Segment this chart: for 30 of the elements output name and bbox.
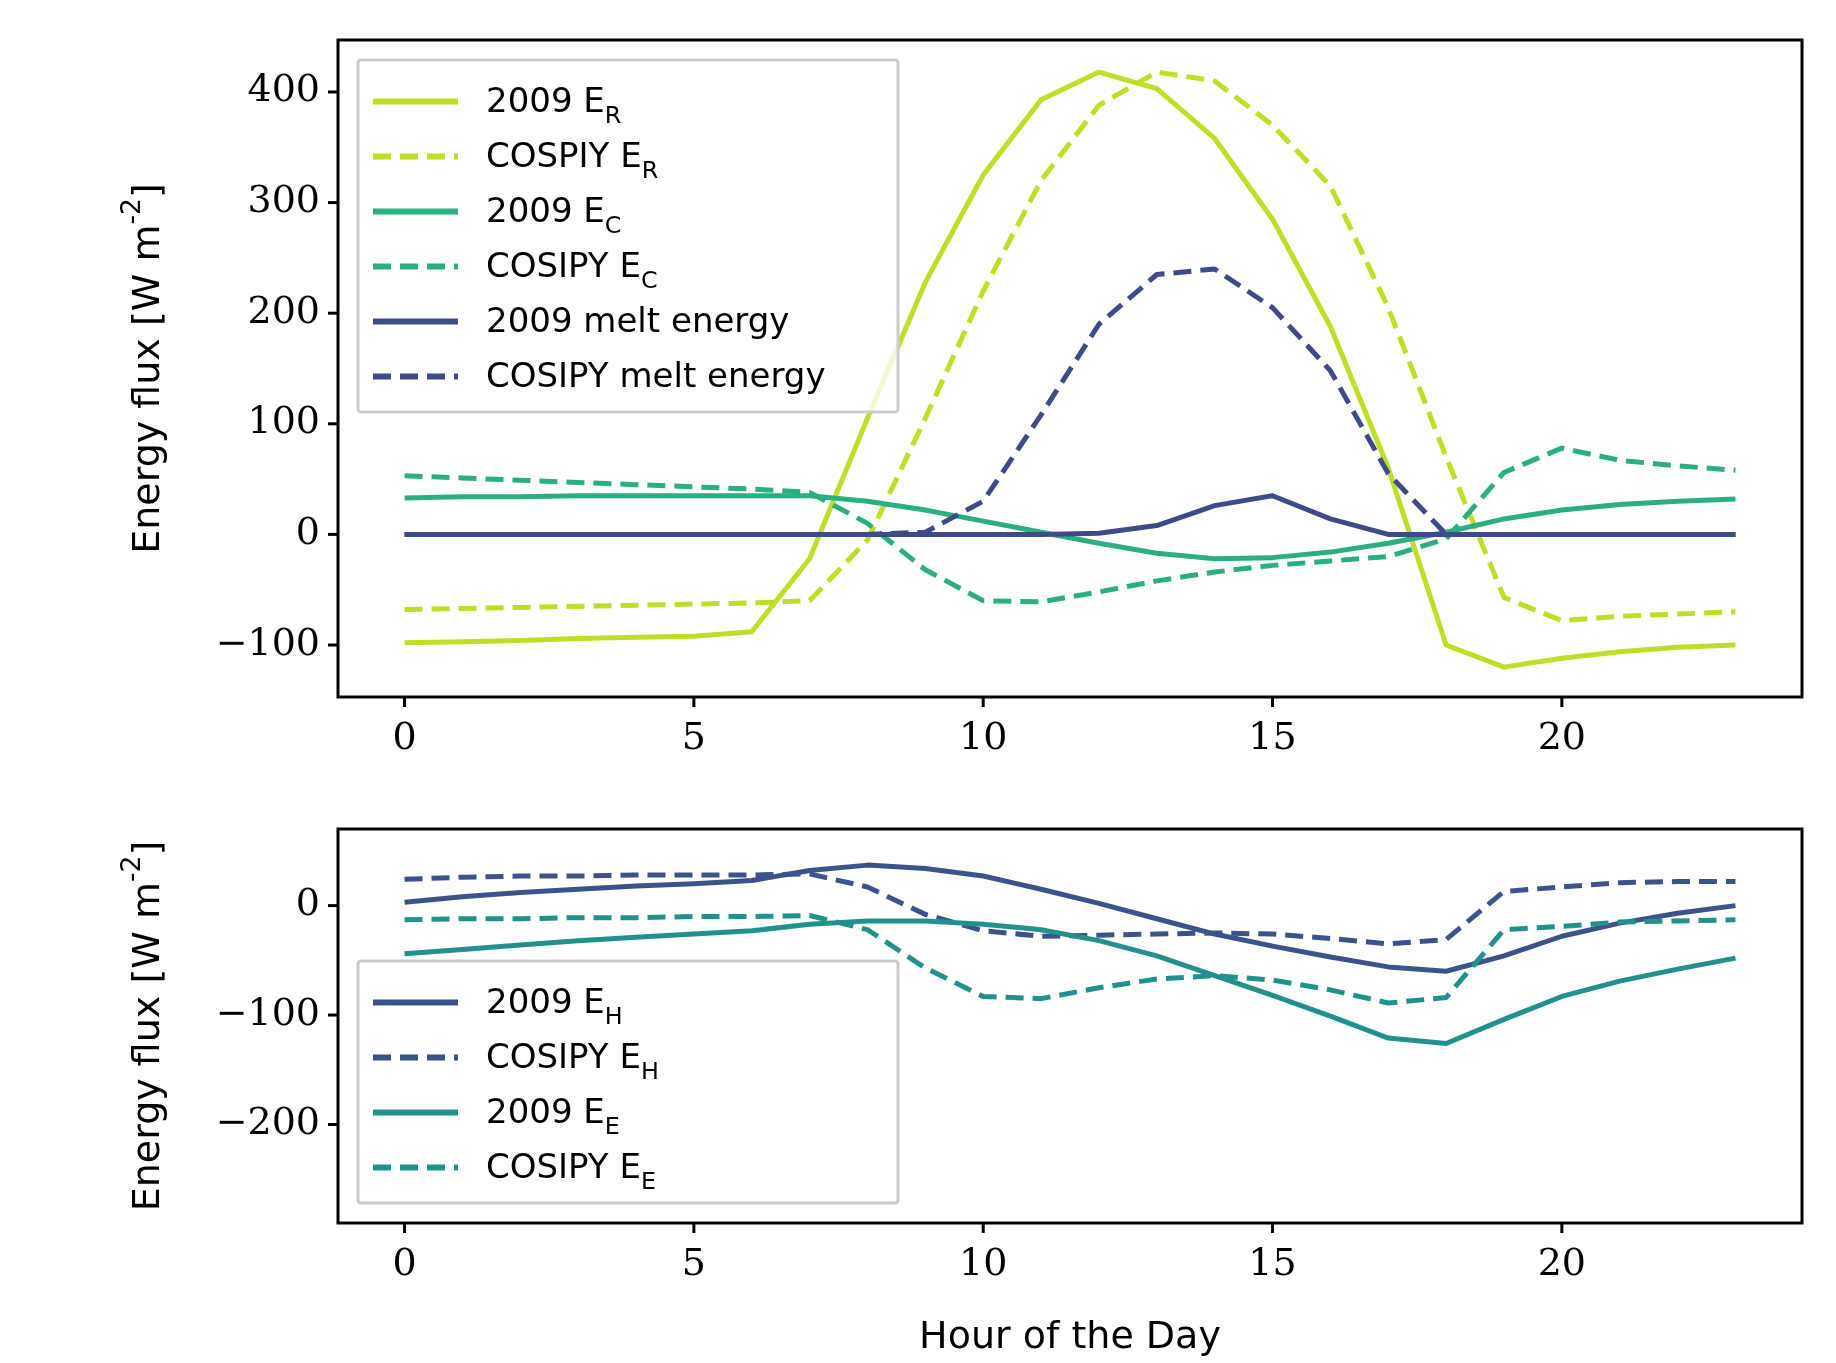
y-tick-label: 300	[247, 177, 320, 222]
legend-label: COSIPY E$_{C}$	[486, 244, 658, 293]
legend-label: 2009 melt energy	[486, 299, 790, 339]
legend-label: 2009 E$_{H}$	[486, 980, 623, 1029]
y-tick-label: 0	[295, 508, 320, 553]
legend-label: COSIPY E$_{H}$	[486, 1035, 659, 1084]
x-tick-label: 5	[681, 714, 706, 758]
x-tick-label: 0	[392, 1240, 417, 1284]
legend-label: COSPIY E$_{R}$	[486, 134, 659, 183]
y-tick-label: 0	[295, 880, 320, 925]
legend-label: 2009 E$_{R}$	[486, 79, 622, 128]
y-tick-label: −100	[215, 619, 320, 664]
y-tick-label: 200	[247, 287, 320, 332]
legend-label: COSIPY E$_{E}$	[486, 1145, 656, 1194]
x-tick-label: 10	[959, 714, 1008, 758]
x-tick-label: 20	[1537, 1240, 1587, 1284]
x-axis-title: Hour of the Day	[919, 1313, 1221, 1357]
y-tick-label: 400	[247, 66, 320, 111]
x-tick-label: 5	[681, 1240, 706, 1284]
legend-label: 2009 E$_{E}$	[486, 1090, 620, 1139]
x-tick-label: 10	[959, 1240, 1008, 1284]
legend-label: COSIPY melt energy	[486, 354, 826, 394]
x-tick-label: 20	[1537, 714, 1587, 758]
y-tick-label: −200	[215, 1099, 320, 1143]
x-tick-label: 0	[392, 714, 417, 758]
legend-label: 2009 E$_{C}$	[486, 189, 622, 238]
y-tick-label: 100	[247, 398, 320, 443]
x-tick-label: 15	[1248, 714, 1297, 758]
y-tick-label: −100	[215, 989, 320, 1034]
x-tick-label: 15	[1248, 1240, 1297, 1284]
